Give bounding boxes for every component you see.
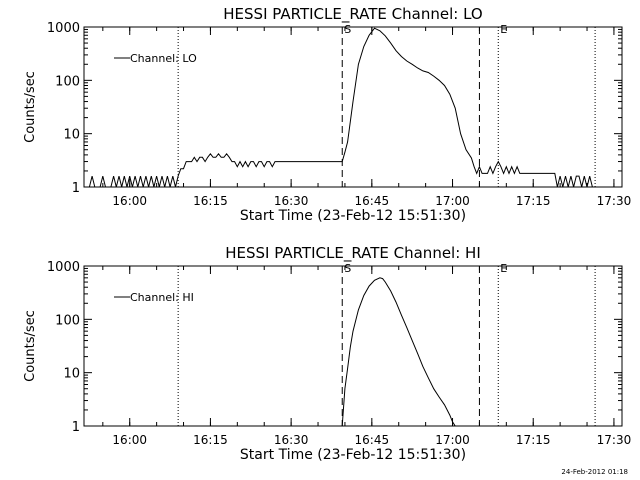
chart-panel-1: HESSI PARTICLE_RATE Channel: LO 16:00 16:1… xyxy=(23,5,631,224)
marker-label: E xyxy=(500,23,507,36)
legend-label: Channel: LO xyxy=(130,52,197,65)
x-axis-label: Start Time (23-Feb-12 15:51:30) xyxy=(240,447,466,463)
x-tick-label: 17:00 xyxy=(435,433,470,447)
x-tick-label: 17:15 xyxy=(516,433,551,447)
chart-panel-2: HESSI PARTICLE_RATE Channel: HI 16:00 16:1… xyxy=(23,244,631,463)
y-tick-label: 10 xyxy=(63,367,80,382)
y-tick-label: 1000 xyxy=(47,21,80,36)
y-tick-label: 1 xyxy=(72,420,80,435)
x-tick-label: 16:45 xyxy=(355,433,390,447)
y-axis-label: Counts/sec xyxy=(23,71,38,143)
y-axis-label: Counts/sec xyxy=(23,310,38,382)
x-tick-label: 16:15 xyxy=(193,194,228,208)
plot-frame xyxy=(83,265,623,427)
x-tick-label: 16:00 xyxy=(112,433,147,447)
x-tick-label: 17:15 xyxy=(516,194,551,208)
x-axis-label: Start Time (23-Feb-12 15:51:30) xyxy=(240,208,466,224)
y-tick-label: 10 xyxy=(63,128,80,143)
x-tick-label: 16:15 xyxy=(193,433,228,447)
data-series-line xyxy=(341,277,456,427)
marker-label: S xyxy=(344,23,351,36)
marker-label: E xyxy=(500,262,507,275)
x-tick-label: 16:45 xyxy=(355,194,390,208)
x-tick-label: 16:30 xyxy=(274,433,309,447)
chart-title: HESSI PARTICLE_RATE Channel: LO xyxy=(223,5,482,24)
marker-label: S xyxy=(344,262,351,275)
plot-frame xyxy=(83,26,623,188)
x-tick-label: 16:30 xyxy=(274,194,309,208)
x-tick-label: 17:30 xyxy=(597,433,632,447)
y-tick-label: 100 xyxy=(55,313,80,328)
data-series-line xyxy=(84,27,622,188)
y-tick-label: 100 xyxy=(55,74,80,89)
y-tick-label: 1000 xyxy=(47,260,80,275)
footer-timestamp: 24-Feb-2012 01:18 xyxy=(561,468,628,476)
legend-label: Channel: HI xyxy=(130,291,194,304)
x-tick-label: 17:30 xyxy=(597,194,632,208)
chart-title: HESSI PARTICLE_RATE Channel: HI xyxy=(225,244,481,263)
y-tick-label: 1 xyxy=(72,181,80,196)
x-tick-label: 16:00 xyxy=(112,194,147,208)
x-tick-label: 17:00 xyxy=(435,194,470,208)
